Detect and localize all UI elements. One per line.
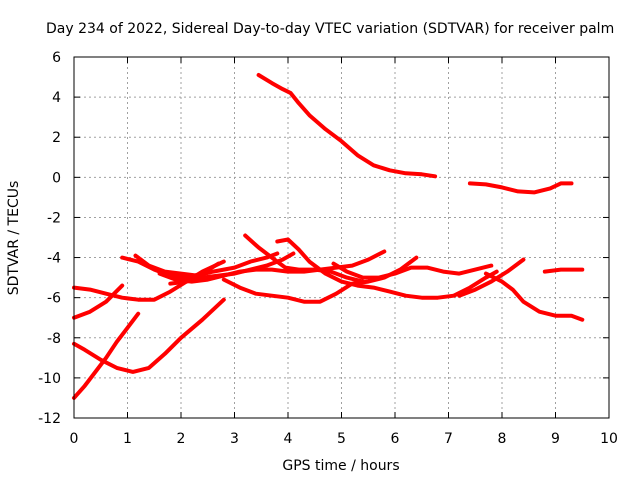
y-tick-label: 0 bbox=[52, 170, 61, 186]
series-line-s17 bbox=[542, 267, 585, 274]
series-line-s15 bbox=[483, 271, 585, 322]
y-tick-label: -4 bbox=[47, 251, 61, 267]
y-tick-label: 6 bbox=[52, 50, 61, 66]
tick-labels: 0 1 2 3 4 5 6 7 8 9 10 -12 -10 -8 -6 -4 -2 0 2 4 6 bbox=[38, 50, 618, 447]
x-tick-label: 8 bbox=[498, 431, 507, 447]
series-line-s14 bbox=[331, 261, 494, 280]
axis-ticks bbox=[73, 56, 610, 419]
y-tick-label: -12 bbox=[38, 411, 61, 427]
x-tick-label: 0 bbox=[70, 431, 79, 447]
series-line-s11 bbox=[221, 255, 419, 304]
series-line-s16 bbox=[457, 257, 526, 298]
series-line-s1 bbox=[256, 73, 438, 179]
x-tick-label: 6 bbox=[391, 431, 400, 447]
series-line-s12 bbox=[243, 233, 365, 284]
x-tick-label: 2 bbox=[177, 431, 186, 447]
y-tick-label: 4 bbox=[52, 90, 61, 106]
y-axis-title: SDTVAR / TECUs bbox=[6, 181, 22, 296]
y-tick-label: -6 bbox=[47, 291, 61, 307]
x-tick-label: 10 bbox=[600, 431, 618, 447]
y-tick-label: -8 bbox=[47, 331, 61, 347]
x-axis-title: GPS time / hours bbox=[282, 458, 399, 474]
x-tick-label: 5 bbox=[337, 431, 346, 447]
x-tick-label: 1 bbox=[123, 431, 132, 447]
y-tick-label: 2 bbox=[52, 130, 61, 146]
series-line-s3 bbox=[72, 311, 141, 400]
y-tick-label: -2 bbox=[47, 210, 61, 226]
x-tick-label: 3 bbox=[230, 431, 239, 447]
series-group bbox=[72, 73, 585, 400]
series-line-s2 bbox=[467, 181, 574, 195]
series-line-s4 bbox=[72, 297, 226, 374]
y-tick-label: -10 bbox=[38, 371, 61, 387]
series-line-s13 bbox=[275, 237, 499, 300]
x-tick-label: 4 bbox=[284, 431, 293, 447]
series-line-s8 bbox=[133, 251, 280, 278]
x-tick-label: 9 bbox=[551, 431, 560, 447]
x-tick-label: 7 bbox=[444, 431, 453, 447]
chart-title: Day 234 of 2022, Sidereal Day-to-day VTE… bbox=[46, 21, 614, 37]
